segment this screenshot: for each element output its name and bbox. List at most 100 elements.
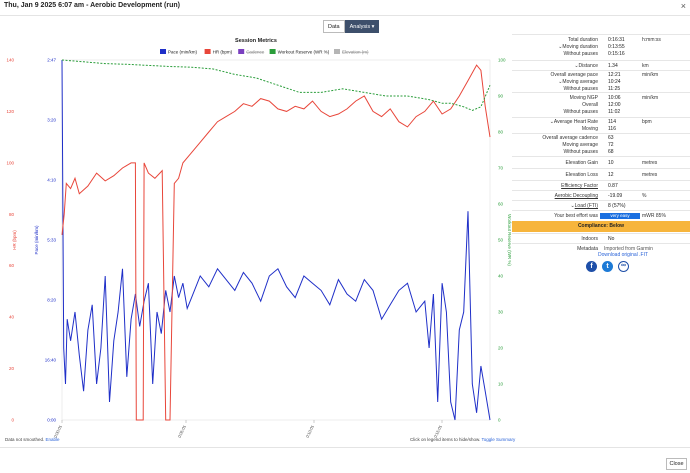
without-pauses-duration-label: Without pauses: [563, 51, 598, 57]
wr-axis-label: Workout Reserve (WR %): [507, 214, 512, 266]
efficiency-factor-label[interactable]: Efficiency Factor: [561, 183, 598, 189]
wr-tick-label: 100: [498, 58, 506, 63]
ngp-row: Moving NGP 10:06 min/km Overall 12:00 Wi…: [512, 92, 690, 117]
moving-duration-label[interactable]: ⌄Moving duration: [558, 44, 598, 50]
plot-area: [61, 59, 491, 421]
avg-heart-rate-label[interactable]: ⌄Average Heart Rate: [549, 119, 598, 125]
download-fit-link[interactable]: Download original .FIT: [598, 252, 649, 258]
hr-series-line: [61, 64, 491, 421]
elevation-gain-row: Elevation Gain 10 metres: [512, 156, 690, 168]
hr-axis-label: HR (bpm): [12, 230, 17, 250]
moving-cadence-value: 72: [608, 142, 614, 148]
moving-pace-label[interactable]: ⌄Moving average: [558, 79, 598, 85]
footer-divider: [0, 447, 690, 448]
hr-tick-label: 80: [9, 212, 15, 217]
avg-heart-rate-value: 114: [608, 119, 616, 125]
legend-item-0[interactable]: Pace (min/km): [168, 50, 198, 55]
elevation-loss-value: 12: [608, 172, 614, 178]
overall-pace-label: Overall average pace: [550, 72, 598, 78]
load-label[interactable]: ⌄Load (FTI): [570, 203, 598, 209]
x-tick-label: 0:00:01: [53, 424, 63, 439]
pace-series-line: [61, 59, 491, 421]
hr-tick-label: 20: [9, 366, 15, 371]
wr-tick-label: 10: [498, 382, 504, 387]
overall-ngp-value: 12:00: [608, 102, 621, 108]
moving-ngp-value: 10:06: [608, 95, 621, 101]
legend-swatch-1: [204, 49, 211, 54]
title-bar: Thu, Jan 9 2025 6:07 am - Aerobic Develo…: [0, 0, 690, 14]
legend-item-2[interactable]: Cadence: [246, 50, 265, 55]
without-pauses-cadence-value: 68: [608, 149, 614, 155]
hr-tick-label: 140: [6, 58, 14, 63]
overall-pace-value: 12:21: [608, 72, 621, 78]
wr-tick-label: 90: [498, 94, 504, 99]
pace-tick-label: 2:47: [47, 58, 56, 63]
facebook-icon[interactable]: f: [586, 261, 597, 272]
load-row: ⌄Load (FTI) 8 (57%): [512, 200, 690, 210]
chart-title: Session Metrics: [235, 38, 277, 44]
without-pauses-cadence-label: Without pauses: [563, 149, 598, 155]
tab-analysis[interactable]: Analysis ▾: [344, 20, 380, 33]
duration-unit: h:mm:ss: [642, 37, 661, 43]
legend-item-4[interactable]: Elevation (m): [342, 50, 369, 55]
moving-ngp-label: Moving NGP: [569, 95, 598, 101]
close-button[interactable]: Close: [666, 458, 687, 470]
session-metrics-chart: Session Metrics Pace (min/km) HR (bpm) Cade…: [0, 34, 512, 444]
wr-tick-label: 50: [498, 238, 504, 243]
without-pauses-ngp-label: Without pauses: [563, 109, 598, 115]
chevron-down-icon: ⌄: [570, 203, 575, 209]
smoothing-note: Data not smoothed. Enable: [5, 437, 60, 442]
compliance-banner: Compliance: Below: [512, 221, 690, 232]
duration-row: Total duration 0:16:31 h:mm:ss ⌄Moving d…: [512, 34, 690, 60]
pace-row: Overall average pace 12:21 min/km ⌄Movin…: [512, 70, 690, 92]
chart-svg: Session Metrics Pace (min/km) HR (bpm) Cade…: [6, 38, 512, 439]
pace-tick-label: 0:00: [47, 418, 56, 423]
distance-row: ⌄Distance 1.34 km: [512, 60, 690, 70]
best-effort-row: Your best effort was very easy mWR 85%: [512, 210, 690, 220]
legend-item-1[interactable]: HR (bpm): [213, 50, 233, 55]
aerobic-decoupling-value: -19.09: [608, 193, 623, 199]
enable-smoothing-link[interactable]: Enable: [45, 437, 60, 442]
efficiency-factor-value: 0.87: [608, 183, 618, 189]
moving-hr-value: 116: [608, 126, 616, 132]
elevation-gain-value: 10: [608, 160, 614, 166]
cadence-row: Overall average cadence 63 Moving averag…: [512, 133, 690, 156]
metadata-row: Metadata Imported from Garmin Download o…: [512, 243, 690, 279]
indoors-value: No: [608, 236, 615, 242]
twitter-icon[interactable]: t: [602, 261, 613, 272]
legend-swatch-0: [160, 49, 166, 54]
wr-tick-label: 40: [498, 274, 504, 279]
elevation-loss-label: Elevation Loss: [565, 172, 598, 178]
distance-label[interactable]: ⌄Distance: [574, 63, 598, 69]
decoupling-row: Aerobic Decoupling -19.09 %: [512, 190, 690, 200]
tab-data[interactable]: Data: [323, 20, 345, 33]
without-pauses-pace-label: Without pauses: [563, 86, 598, 92]
heart-rate-unit: bpm: [642, 119, 652, 125]
legend-item-3[interactable]: Workout Reserve (WR %): [278, 50, 330, 55]
efficiency-row: Efficiency Factor 0.87: [512, 180, 690, 190]
moving-hr-label: Moving: [581, 126, 598, 132]
best-effort-label: Your best effort was: [554, 213, 598, 219]
share-link-icon[interactable]: ∞: [618, 261, 629, 272]
toggle-summary-link[interactable]: Toggle Summary: [481, 437, 516, 442]
legend-swatch-4: [334, 49, 340, 54]
pace-tick-label: 16:40: [45, 358, 57, 363]
close-icon[interactable]: ×: [680, 1, 686, 11]
overall-cadence-label: Overall average cadence: [542, 135, 598, 141]
x-tick-label: 0:05:01: [177, 424, 187, 439]
wr-tick-label: 80: [498, 130, 504, 135]
legend-swatch-2: [238, 49, 245, 54]
moving-cadence-label: Moving average: [562, 142, 598, 148]
pace-tick-label: 8:20: [47, 298, 56, 303]
aerobic-decoupling-label[interactable]: Aerobic Decoupling: [554, 193, 598, 199]
chevron-down-icon: ⌄: [558, 44, 563, 50]
hr-tick-label: 0: [11, 418, 14, 423]
without-pauses-duration-value: 0:15:16: [608, 51, 625, 57]
wr-tick-label: 20: [498, 346, 504, 351]
pace-axis-label: Pace (min/km): [34, 225, 39, 255]
x-tick-label: 0:10:01: [305, 424, 315, 439]
dialog-title: Thu, Jan 9 2025 6:07 am - Aerobic Develo…: [4, 2, 180, 9]
elevation-loss-unit: metres: [642, 172, 658, 178]
hr-tick-label: 60: [9, 263, 15, 268]
